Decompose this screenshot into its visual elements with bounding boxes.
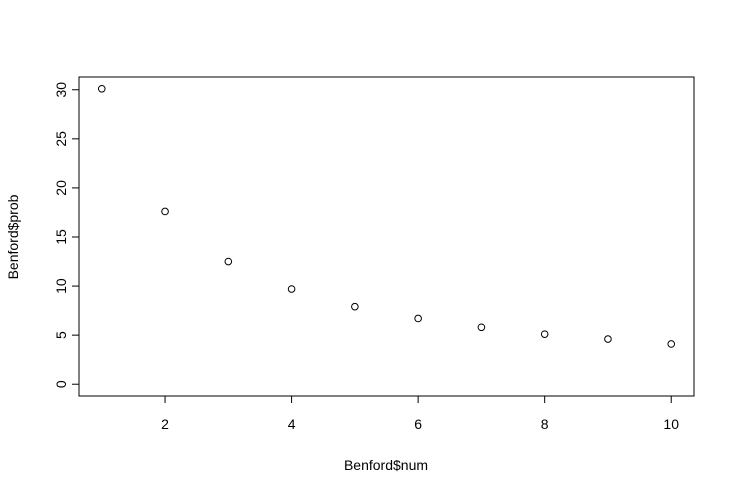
x-tick-label: 10 [663,416,679,432]
y-tick-label: 20 [53,180,69,196]
y-axis-title: Benford$prob [5,194,21,279]
y-tick-label: 5 [53,331,69,339]
data-point [97,84,106,93]
x-tick-label: 8 [541,416,549,432]
y-tick-label: 10 [53,278,69,294]
data-point [540,330,549,338]
y-tick-label: 0 [53,380,69,388]
y-tick-label: 15 [53,229,69,245]
y-axis: 0 5 10 15 20 25 30 [53,82,80,388]
y-tick-label: 30 [53,82,69,98]
x-tick-label: 2 [161,416,169,432]
data-point [287,285,296,293]
x-axis-title: Benford$num [344,457,428,473]
data-points [97,84,676,348]
data-point [604,335,612,343]
x-tick-label: 6 [414,416,422,432]
data-point [414,314,422,323]
data-point [224,257,233,266]
data-point [667,340,676,348]
data-point [351,302,359,311]
data-point [477,323,486,332]
x-axis: 2 4 6 8 10 [161,395,679,432]
x-tick-label: 4 [288,416,296,432]
y-tick-label: 25 [53,131,69,147]
plot-box [78,76,695,397]
data-point [161,207,169,216]
